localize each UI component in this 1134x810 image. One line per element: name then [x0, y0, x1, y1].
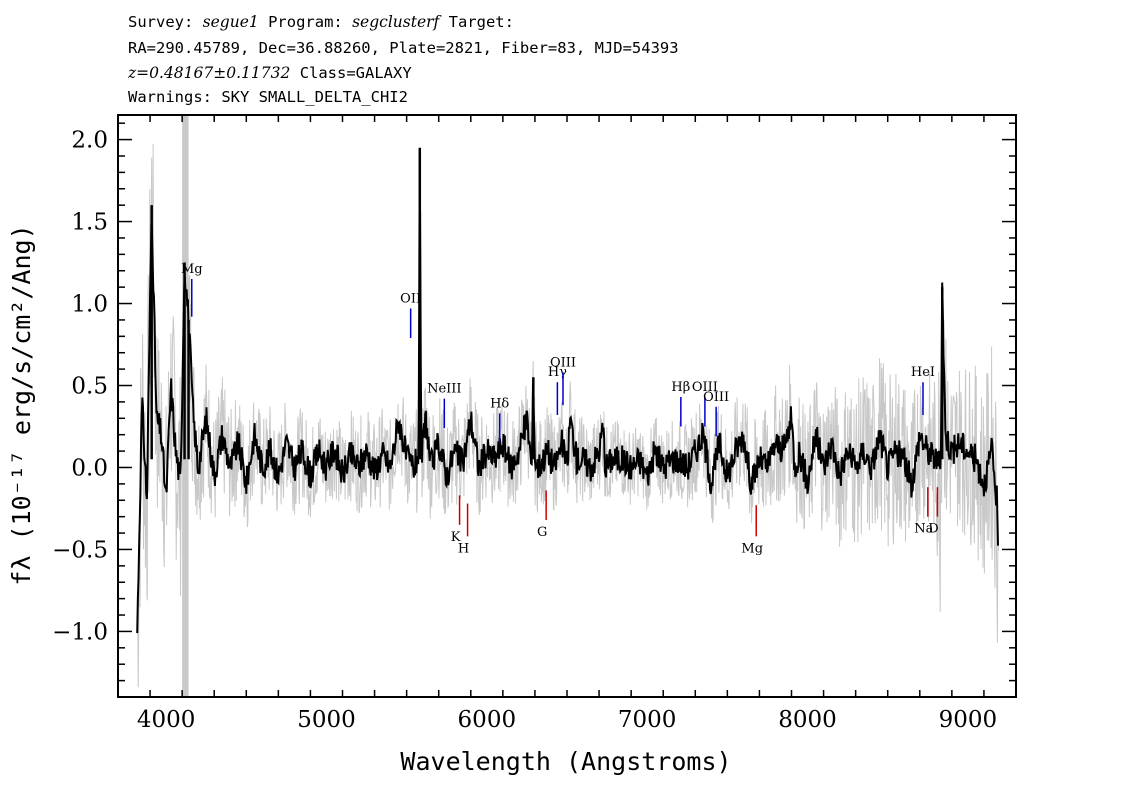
program-label: Program: — [268, 13, 343, 31]
header-line-2: RA=290.45789, Dec=36.88260, Plate=2821, … — [128, 39, 679, 57]
emission-line-label: OIII — [703, 390, 729, 405]
absorption-line-label: Na — [914, 522, 933, 537]
emission-line-label: OII — [400, 291, 421, 306]
emission-line-label: Hβ — [671, 380, 690, 395]
y-tick-label: 2.0 — [71, 128, 108, 154]
absorption-line-label: H — [458, 541, 469, 556]
y-tick-label: −0.5 — [52, 537, 108, 563]
y-tick-label: 0.5 — [71, 374, 108, 400]
absorption-line-label: G — [537, 525, 547, 540]
absorption-line-label: D — [928, 522, 938, 537]
x-tick-label: 6000 — [458, 707, 517, 733]
y-tick-label: −1.0 — [52, 619, 108, 645]
emission-line-label: OIII — [550, 355, 576, 370]
emission-line-label: Mg — [181, 262, 203, 277]
y-tick-label: 1.5 — [71, 210, 108, 236]
absorption-line-label: K — [451, 530, 461, 545]
header-line-1: Survey: segue1 Program: segclusterf Targ… — [128, 12, 514, 32]
header-line-4: Warnings: SKY SMALL_DELTA_CHI2 — [128, 88, 408, 106]
header-line-3: z=0.48167±0.11732 Class=GALAXY — [128, 63, 412, 83]
class-value: Class=GALAXY — [299, 64, 412, 82]
emission-line-label: HeI — [911, 365, 935, 380]
x-tick-label: 9000 — [939, 707, 998, 733]
x-tick-label: 4000 — [137, 707, 196, 733]
flux-spectrum-line — [136, 211, 999, 634]
target-label: Target: — [448, 13, 514, 31]
y-axis-title: fλ (10⁻¹⁷ erg/s/cm²/Ang) — [7, 224, 36, 585]
x-tick-label: 5000 — [297, 707, 356, 733]
survey-label: Survey: — [128, 13, 194, 31]
y-tick-label: 0.0 — [71, 455, 108, 481]
absorption-line-label: Mg — [741, 541, 763, 556]
emission-line-label: OIII — [692, 380, 718, 395]
program-value: segclusterf — [352, 13, 440, 31]
redshift-value: z=0.48167±0.11732 — [128, 64, 291, 82]
x-tick-label: 7000 — [618, 707, 677, 733]
y-tick-label: 1.0 — [71, 292, 108, 318]
emission-line-label: NeIII — [427, 382, 461, 397]
error-spectrum-line — [136, 143, 999, 688]
x-axis-title: Wavelength (Angstroms) — [400, 747, 731, 776]
emission-line-label: Hδ — [490, 396, 509, 411]
x-tick-label: 8000 — [778, 707, 837, 733]
survey-value: segue1 — [202, 13, 259, 31]
